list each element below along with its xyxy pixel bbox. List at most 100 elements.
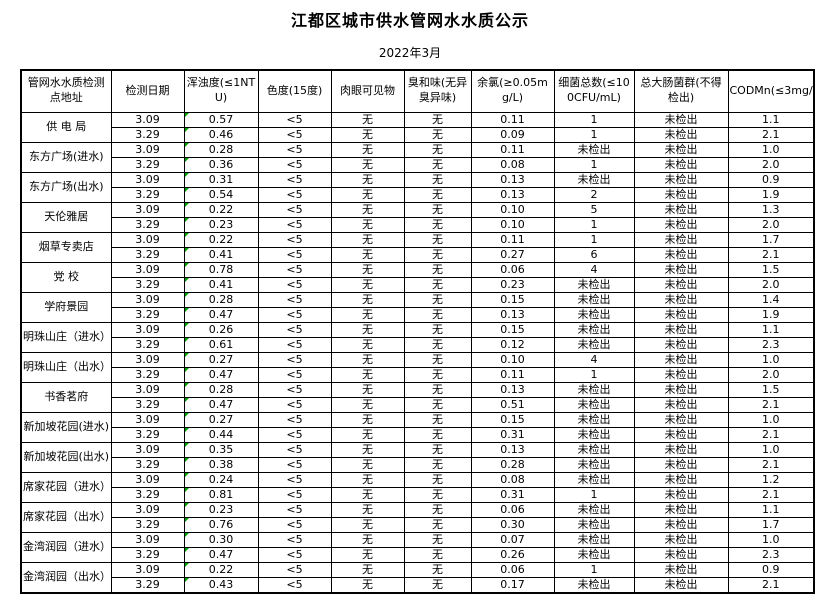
codmn-cell: 2.0 bbox=[727, 216, 815, 233]
turbidity-cell: 0.43 bbox=[183, 576, 259, 593]
turbidity-cell: 0.47 bbox=[183, 306, 259, 323]
visible-cell: 无 bbox=[330, 261, 405, 278]
chlorine-cell: 0.23 bbox=[470, 276, 555, 293]
coliform-cell: 未检出 bbox=[633, 231, 729, 248]
turbidity-value: 0.38 bbox=[208, 457, 234, 471]
turbidity-value: 0.47 bbox=[208, 547, 234, 561]
table-row: 3.29 0.61 <5 无无 0.12 未检出 未检出 2.3 bbox=[21, 336, 815, 353]
turbidity-cell: 0.30 bbox=[183, 531, 259, 548]
visible-cell: 无 bbox=[330, 276, 405, 293]
error-indicator-icon bbox=[185, 458, 189, 462]
chlorine-cell: 0.11 bbox=[470, 231, 555, 248]
table-row: 烟草专卖店 3.09 0.22 <5 无无 0.11 1 未检出 1.7 bbox=[20, 231, 815, 263]
chlorine-cell: 0.11 bbox=[470, 366, 555, 383]
table-row: 3.29 0.36 <5 无无 0.08 1 未检出 2.0 bbox=[21, 156, 815, 173]
coliform-cell: 未检出 bbox=[633, 291, 729, 308]
odor-cell: 无 bbox=[403, 366, 472, 383]
header-row: 管网水水质检测点地址 检测日期 浑浊度(≤1NTU) 色度(15度) 肉眼可见物… bbox=[20, 69, 815, 113]
col-header-bacteria: 细菌总数(≤100CFU/mL) bbox=[553, 69, 635, 113]
turbidity-cell: 0.76 bbox=[183, 516, 259, 533]
coliform-cell: 未检出 bbox=[633, 546, 729, 563]
page-title: 江都区城市供水管网水水质公示 bbox=[290, 11, 529, 30]
color-cell: <5 bbox=[257, 486, 332, 503]
visible-cell: 无 bbox=[330, 501, 405, 518]
chlorine-cell: 0.30 bbox=[470, 516, 555, 533]
color-cell: <5 bbox=[257, 216, 332, 233]
bacteria-cell: 未检出 bbox=[553, 396, 635, 413]
turbidity-cell: 0.47 bbox=[183, 396, 259, 413]
table-row: 金湾润园（进水） 3.09 0.30 <5 无无 0.07 未检出 未检出 1.0 bbox=[20, 531, 815, 563]
codmn-cell: 2.0 bbox=[727, 366, 815, 383]
chlorine-cell: 0.12 bbox=[470, 336, 555, 353]
coliform-cell: 未检出 bbox=[633, 381, 729, 398]
table-header: 管网水水质检测点地址 检测日期 浑浊度(≤1NTU) 色度(15度) 肉眼可见物… bbox=[20, 69, 815, 113]
color-cell: <5 bbox=[257, 201, 332, 218]
turbidity-value: 0.81 bbox=[208, 487, 234, 501]
color-cell: <5 bbox=[257, 321, 332, 338]
visible-cell: 无 bbox=[330, 186, 405, 203]
turbidity-value: 0.27 bbox=[208, 412, 234, 426]
coliform-cell: 未检出 bbox=[633, 321, 729, 338]
date-cell: 3.09 bbox=[110, 411, 185, 428]
coliform-cell: 未检出 bbox=[633, 441, 729, 458]
location-cell: 明珠山庄（进水） bbox=[20, 321, 112, 353]
chlorine-cell: 0.28 bbox=[470, 456, 555, 473]
table-row: 天伦雅居 3.09 0.22 <5 无无 0.10 5 未检出 1.3 bbox=[20, 201, 815, 233]
coliform-cell: 未检出 bbox=[633, 561, 729, 578]
chlorine-cell: 0.51 bbox=[470, 396, 555, 413]
date-cell: 3.29 bbox=[110, 396, 185, 413]
codmn-cell: 2.1 bbox=[727, 456, 815, 473]
color-cell: <5 bbox=[257, 291, 332, 308]
turbidity-value: 0.26 bbox=[208, 322, 234, 336]
table-row: 东方广场(进水) 3.09 0.28 <5 无无 0.11 未检出 未检出 1.0 bbox=[20, 141, 815, 173]
error-indicator-icon bbox=[185, 533, 189, 537]
visible-cell: 无 bbox=[330, 516, 405, 533]
date-cell: 3.29 bbox=[110, 276, 185, 293]
codmn-cell: 1.0 bbox=[727, 411, 815, 428]
coliform-cell: 未检出 bbox=[633, 171, 729, 188]
coliform-cell: 未检出 bbox=[633, 516, 729, 533]
coliform-cell: 未检出 bbox=[633, 156, 729, 173]
date-cell: 3.09 bbox=[110, 531, 185, 548]
visible-cell: 无 bbox=[330, 171, 405, 188]
chlorine-cell: 0.10 bbox=[470, 201, 555, 218]
bacteria-cell: 未检出 bbox=[553, 411, 635, 428]
odor-cell: 无 bbox=[403, 396, 472, 413]
color-cell: <5 bbox=[257, 111, 332, 128]
odor-cell: 无 bbox=[403, 216, 472, 233]
turbidity-value: 0.44 bbox=[208, 427, 234, 441]
bacteria-cell: 未检出 bbox=[553, 426, 635, 443]
chlorine-cell: 0.31 bbox=[470, 486, 555, 503]
chlorine-cell: 0.06 bbox=[470, 561, 555, 578]
table-row: 3.29 0.44 <5 无无 0.31 未检出 未检出 2.1 bbox=[21, 426, 815, 443]
report-month: 2022年3月 bbox=[378, 46, 442, 60]
codmn-cell: 2.1 bbox=[727, 486, 815, 503]
codmn-cell: 1.3 bbox=[727, 201, 815, 218]
col-header-turbidity: 浑浊度(≤1NTU) bbox=[183, 69, 259, 113]
bacteria-cell: 1 bbox=[553, 231, 635, 248]
coliform-cell: 未检出 bbox=[633, 486, 729, 503]
error-indicator-icon bbox=[185, 548, 189, 552]
turbidity-cell: 0.61 bbox=[183, 336, 259, 353]
date-cell: 3.09 bbox=[110, 111, 185, 128]
visible-cell: 无 bbox=[330, 576, 405, 593]
turbidity-value: 0.28 bbox=[208, 292, 234, 306]
codmn-cell: 1.7 bbox=[727, 231, 815, 248]
turbidity-value: 0.78 bbox=[208, 262, 234, 276]
col-header-date: 检测日期 bbox=[110, 69, 185, 113]
color-cell: <5 bbox=[257, 381, 332, 398]
chlorine-cell: 0.31 bbox=[470, 426, 555, 443]
location-cell: 席家花园（进水） bbox=[20, 471, 112, 503]
table-row: 东方广场(出水) 3.09 0.31 <5 无无 0.13 未检出 未检出 0.9 bbox=[20, 171, 815, 203]
codmn-cell: 1.1 bbox=[727, 501, 815, 518]
bacteria-cell: 未检出 bbox=[553, 456, 635, 473]
bacteria-cell: 未检出 bbox=[553, 321, 635, 338]
turbidity-value: 0.23 bbox=[208, 502, 234, 516]
turbidity-value: 0.27 bbox=[208, 352, 234, 366]
turbidity-value: 0.76 bbox=[208, 517, 234, 531]
date-cell: 3.09 bbox=[110, 471, 185, 488]
bacteria-cell: 未检出 bbox=[553, 336, 635, 353]
codmn-cell: 0.9 bbox=[727, 171, 815, 188]
turbidity-value: 0.43 bbox=[208, 577, 234, 591]
color-cell: <5 bbox=[257, 171, 332, 188]
